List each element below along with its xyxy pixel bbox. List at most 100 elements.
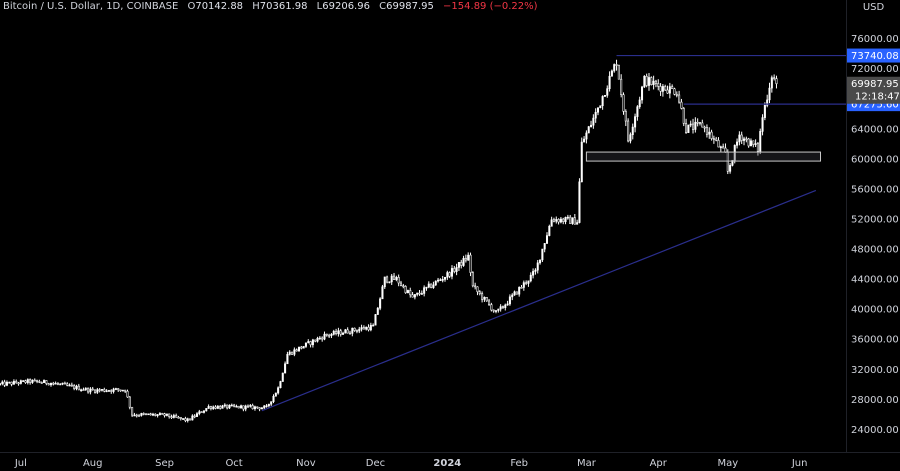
candle-body — [325, 333, 328, 336]
candle-body — [494, 310, 498, 312]
candle — [501, 305, 504, 309]
candle-body — [40, 382, 43, 384]
candle-body — [24, 380, 27, 383]
candle-body — [267, 403, 270, 407]
candle — [696, 118, 699, 127]
y-tick-label: 64000.00 — [851, 124, 899, 135]
candle — [439, 278, 442, 282]
candle-body — [339, 330, 342, 335]
candle — [587, 125, 590, 134]
candle — [416, 292, 419, 297]
candle-body — [163, 413, 166, 416]
candle — [126, 389, 129, 398]
candle — [715, 136, 718, 142]
candle-body — [478, 291, 481, 294]
candle-body — [617, 64, 620, 80]
candle — [446, 270, 449, 280]
candle — [689, 120, 692, 128]
candle-body — [555, 219, 558, 222]
candle-body — [768, 87, 771, 101]
candle — [339, 328, 342, 337]
candle — [768, 82, 771, 104]
candle-body — [599, 105, 602, 108]
candle — [668, 82, 671, 99]
candle-body — [585, 132, 588, 140]
candle — [216, 404, 219, 410]
candle-body — [1, 381, 4, 384]
candle — [365, 326, 368, 331]
candle-body — [142, 413, 145, 415]
candle — [260, 406, 263, 410]
candle — [379, 297, 382, 311]
candle — [219, 405, 222, 410]
candle-body — [763, 105, 766, 118]
candle-body — [186, 418, 189, 421]
candle-body — [736, 141, 739, 146]
candle-body — [151, 413, 154, 416]
currency-button[interactable]: USD — [847, 0, 900, 16]
candle — [237, 405, 240, 409]
candle-body — [335, 331, 338, 335]
candle-body — [240, 405, 243, 409]
candle-body — [45, 380, 48, 384]
candle — [420, 290, 423, 295]
candle — [376, 306, 379, 315]
candle — [437, 277, 440, 283]
candle — [265, 404, 268, 408]
candle-body — [235, 405, 238, 408]
candle-body — [590, 124, 593, 127]
candle-body — [395, 277, 398, 280]
candle-body — [355, 330, 358, 332]
y-tick-label: 72000.00 — [851, 64, 899, 75]
candle — [650, 76, 653, 86]
candle — [383, 276, 386, 289]
candle — [659, 83, 662, 96]
candle-body — [543, 243, 546, 250]
candle — [367, 324, 370, 332]
candle — [309, 340, 312, 348]
candle-body — [740, 134, 743, 141]
candle — [209, 405, 212, 411]
candle-body — [573, 217, 576, 225]
candle-body — [747, 138, 750, 147]
y-tick-label: 44000.00 — [851, 275, 899, 286]
candle — [610, 69, 613, 77]
candle — [536, 260, 539, 274]
candle-body — [216, 406, 219, 409]
level-price-label-bg — [847, 48, 900, 63]
candle-body — [302, 346, 305, 349]
candle — [59, 383, 62, 386]
candle-body — [17, 382, 20, 385]
candle-body — [631, 126, 634, 136]
candle-body — [710, 131, 713, 139]
candle — [358, 326, 361, 334]
candle-body — [761, 117, 764, 132]
candle — [284, 361, 287, 374]
candle — [304, 342, 307, 348]
candle — [31, 379, 34, 384]
candle-body — [770, 77, 773, 89]
candle — [198, 409, 201, 416]
candle-body — [156, 414, 159, 416]
candle-body — [467, 254, 470, 261]
candle-body — [399, 282, 402, 286]
candle-body — [175, 415, 178, 418]
candle-body — [687, 124, 690, 133]
candle — [163, 412, 166, 418]
candle-body — [469, 254, 472, 273]
candle — [251, 403, 254, 410]
candle — [499, 304, 502, 312]
candle-body — [10, 381, 13, 385]
candle — [513, 290, 516, 296]
candle — [96, 387, 99, 394]
candle-body — [766, 99, 769, 106]
candle-body — [685, 123, 688, 133]
candle — [675, 91, 678, 98]
candle-body — [376, 307, 379, 315]
candle — [323, 331, 326, 341]
candle-body — [5, 381, 8, 386]
candle — [622, 92, 625, 115]
candle — [61, 382, 64, 386]
y-tick-label: 36000.00 — [851, 335, 899, 346]
